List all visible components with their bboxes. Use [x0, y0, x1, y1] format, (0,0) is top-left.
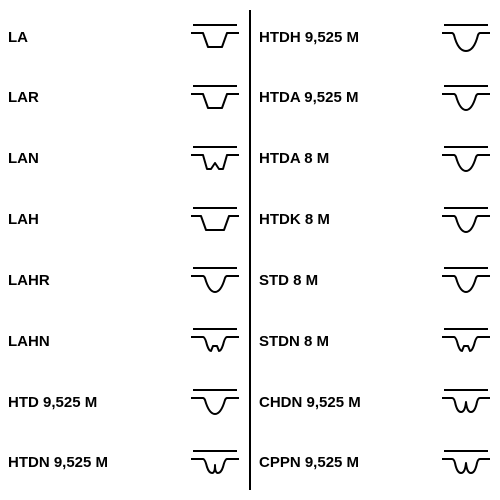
profile-label: LAH — [8, 211, 39, 228]
tooth-profile-icon — [440, 321, 492, 361]
profile-row: HTD 9,525 M — [8, 375, 241, 429]
profile-row: CHDN 9,525 M — [259, 375, 492, 429]
tooth-profile-icon — [440, 382, 492, 422]
profile-label: LAR — [8, 89, 39, 106]
tooth-profile-icon — [440, 78, 492, 118]
profile-label: CHDN 9,525 M — [259, 394, 361, 411]
profile-label: STD 8 M — [259, 272, 318, 289]
profile-label: CPPN 9,525 M — [259, 454, 359, 471]
tooth-profile-icon — [440, 139, 492, 179]
tooth-profile-icon — [440, 17, 492, 57]
profile-row: LAR — [8, 71, 241, 125]
tooth-profile-icon — [189, 321, 241, 361]
right-column: HTDH 9,525 M HTDA 9,525 M HTDA 8 M HTDK … — [251, 10, 492, 490]
profile-chart: LA LAR LAN LAH LAHR LAHN HTD 9,525 M HTD… — [0, 0, 500, 500]
profile-row: STDN 8 M — [259, 314, 492, 368]
tooth-profile-icon — [440, 200, 492, 240]
tooth-profile-icon — [189, 260, 241, 300]
profile-label: LAHN — [8, 333, 50, 350]
profile-row: HTDN 9,525 M — [8, 436, 241, 490]
profile-row: LAH — [8, 193, 241, 247]
profile-row: HTDK 8 M — [259, 193, 492, 247]
profile-row: LAHN — [8, 314, 241, 368]
profile-row: LAHR — [8, 253, 241, 307]
tooth-profile-icon — [440, 260, 492, 300]
profile-label: HTDN 9,525 M — [8, 454, 108, 471]
tooth-profile-icon — [189, 382, 241, 422]
tooth-profile-icon — [440, 443, 492, 483]
profile-label: HTDK 8 M — [259, 211, 330, 228]
tooth-profile-icon — [189, 443, 241, 483]
profile-label: LAHR — [8, 272, 50, 289]
profile-row: LAN — [8, 132, 241, 186]
tooth-profile-icon — [189, 200, 241, 240]
profile-label: HTDA 8 M — [259, 150, 329, 167]
profile-label: HTDH 9,525 M — [259, 29, 359, 46]
profile-row: LA — [8, 10, 241, 64]
profile-row: HTDA 9,525 M — [259, 71, 492, 125]
profile-row: CPPN 9,525 M — [259, 436, 492, 490]
tooth-profile-icon — [189, 78, 241, 118]
profile-row: HTDA 8 M — [259, 132, 492, 186]
profile-row: STD 8 M — [259, 253, 492, 307]
profile-label: HTD 9,525 M — [8, 394, 97, 411]
tooth-profile-icon — [189, 139, 241, 179]
profile-label: LA — [8, 29, 28, 46]
profile-label: STDN 8 M — [259, 333, 329, 350]
profile-row: HTDH 9,525 M — [259, 10, 492, 64]
tooth-profile-icon — [189, 17, 241, 57]
profile-label: HTDA 9,525 M — [259, 89, 358, 106]
profile-label: LAN — [8, 150, 39, 167]
left-column: LA LAR LAN LAH LAHR LAHN HTD 9,525 M HTD… — [8, 10, 249, 490]
